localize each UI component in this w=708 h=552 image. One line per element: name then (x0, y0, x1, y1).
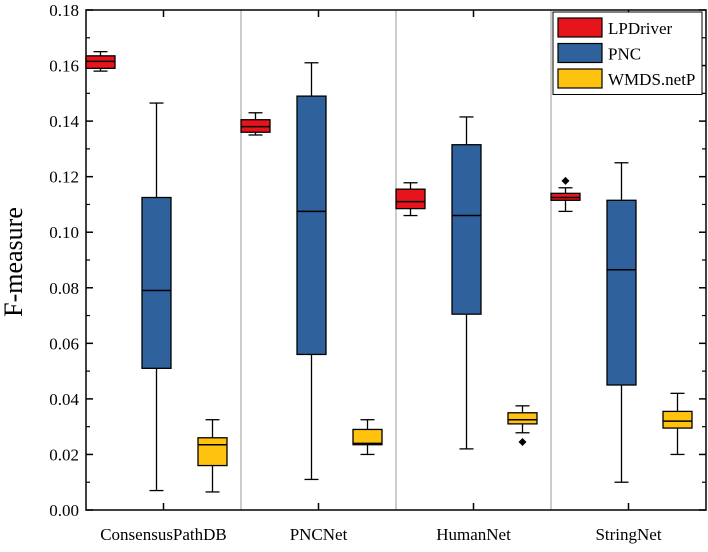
legend-swatch (557, 42, 603, 64)
y-tick-label: 0.02 (49, 445, 79, 464)
box-PNC (141, 196, 172, 369)
box-WMDS.netP (352, 428, 383, 446)
legend-label: PNC (608, 45, 641, 64)
x-tick-label: ConsensusPathDB (100, 525, 227, 544)
legend-label: WMDS.netP (608, 70, 695, 89)
box-LPDriver (395, 188, 426, 210)
box-PNC (606, 199, 637, 386)
outlier-point (561, 176, 570, 185)
outlier-point (518, 437, 527, 446)
y-tick-label: 0.16 (49, 57, 79, 76)
box-WMDS.netP (197, 437, 228, 467)
y-tick-label: 0.06 (49, 334, 79, 353)
y-tick-label: 0.10 (49, 223, 79, 242)
y-tick-label: 0.08 (49, 279, 79, 298)
x-tick-label: HumanNet (436, 525, 511, 544)
y-tick-label: 0.12 (49, 168, 79, 187)
y-tick-label: 0.04 (49, 390, 79, 409)
box-WMDS.netP (662, 410, 693, 429)
box-PNC (296, 95, 327, 356)
y-tick-label: 0.18 (49, 1, 79, 20)
y-axis-label: F-measure (0, 207, 28, 317)
legend-swatch (557, 68, 603, 89)
x-tick-label: StringNet (595, 525, 661, 544)
box-PNC (451, 144, 482, 315)
legend-swatch (557, 17, 603, 38)
x-tick-label: PNCNet (290, 525, 348, 544)
y-tick-label: 0.00 (49, 501, 79, 520)
plot-area: 0.00 0.02 0.04 0.06 0.08 0.10 0.12 0.14 0.16 0.18… (49, 1, 707, 544)
legend-label: LPDriver (608, 19, 673, 38)
legend: LPDriver PNC WMDS.netP (552, 11, 703, 95)
y-tick-label: 0.14 (49, 112, 79, 131)
box-WMDS.netP (507, 412, 538, 425)
